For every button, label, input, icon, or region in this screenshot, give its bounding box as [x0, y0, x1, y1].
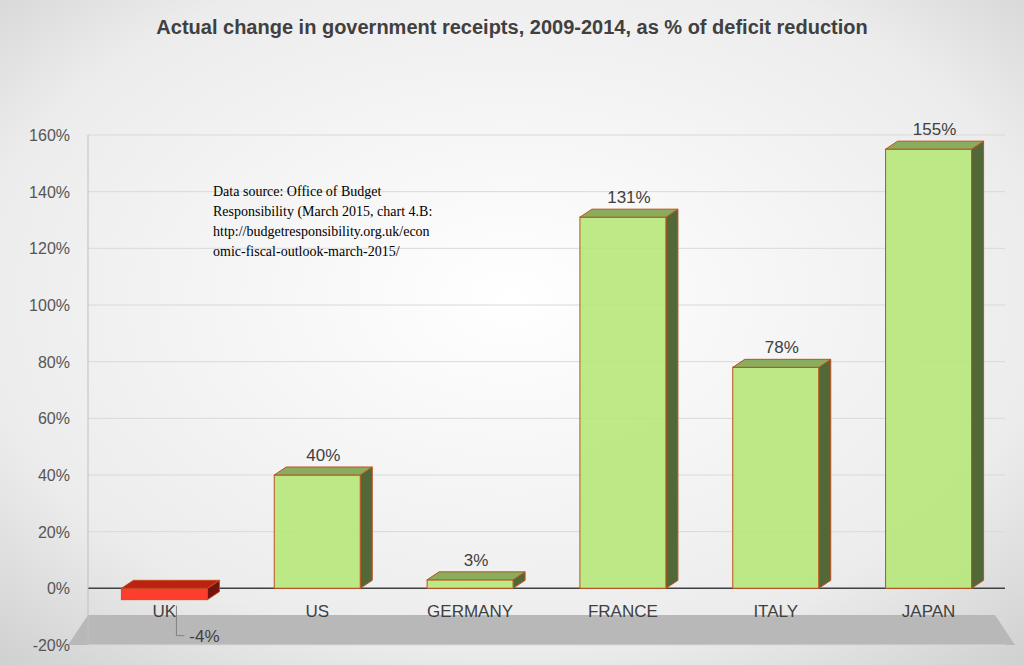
data-label: -4%	[189, 627, 219, 646]
title: Actual change in government receipts, 20…	[156, 16, 867, 38]
chart-svg: Actual change in government receipts, 20…	[0, 0, 1024, 665]
x-tick-label: UK	[153, 602, 177, 621]
bar	[580, 217, 666, 588]
label-leader	[176, 635, 184, 636]
annotation: http://budgetresponsibility.org.uk/econ	[213, 224, 430, 239]
y-tick-label: 100%	[29, 297, 70, 314]
data-label: 40%	[306, 446, 340, 465]
annotation: Data source: Office of Budget	[213, 184, 382, 199]
bar-side	[819, 359, 831, 588]
bar-side	[972, 141, 984, 588]
y-tick-label: 140%	[29, 184, 70, 201]
bar-top	[274, 467, 372, 475]
grid-line	[88, 645, 1005, 646]
y-tick-label: -20%	[33, 637, 70, 654]
data-label: 78%	[765, 338, 799, 357]
bar-side	[360, 467, 372, 588]
bar-top	[886, 141, 984, 149]
annotation: omic-fiscal-outlook-march-2015/	[213, 244, 400, 259]
floor	[68, 615, 1015, 645]
data-label: 131%	[607, 188, 650, 207]
y-tick-label: 60%	[38, 410, 70, 427]
data-label: 3%	[464, 551, 489, 570]
y-tick-label: 160%	[29, 127, 70, 144]
labels: -4% 40% 3% 131% 78% 155%	[176, 120, 956, 646]
chart-container: Actual change in government receipts, 20…	[0, 0, 1024, 665]
bar	[121, 588, 207, 599]
grid-line	[88, 531, 1005, 532]
grid-line	[88, 475, 1005, 476]
bars	[121, 141, 983, 600]
grid	[88, 135, 1005, 645]
grid-line	[88, 135, 1005, 136]
y-axis-line	[88, 135, 89, 645]
grid-line	[88, 361, 1005, 362]
data-label: 155%	[913, 120, 956, 139]
annotation: Responsibility (March 2015, chart 4.B:	[213, 204, 432, 220]
bar-side	[666, 209, 678, 588]
bar	[886, 149, 972, 588]
y-tick-label: 120%	[29, 240, 70, 257]
x-tick-label: ITALY	[753, 602, 798, 621]
background	[0, 0, 1024, 665]
bar-top	[427, 572, 525, 580]
x-tick-label: GERMANY	[427, 602, 513, 621]
bar-top	[580, 209, 678, 217]
bar	[427, 580, 513, 589]
y-tick-label: 20%	[38, 524, 70, 541]
x-tick-label: FRANCE	[588, 602, 658, 621]
y-tick-label: 40%	[38, 467, 70, 484]
bar	[274, 475, 360, 588]
grid-line	[88, 418, 1005, 419]
bar	[733, 367, 819, 588]
y-tick-label: 80%	[38, 354, 70, 371]
grid-line	[88, 588, 1005, 590]
bar-top	[121, 580, 219, 588]
grid-line	[88, 305, 1005, 306]
x-tick-label: JAPAN	[902, 602, 956, 621]
y-tick-label: 0%	[47, 580, 70, 597]
x-tick-label: US	[305, 602, 329, 621]
bar-top	[733, 359, 831, 367]
